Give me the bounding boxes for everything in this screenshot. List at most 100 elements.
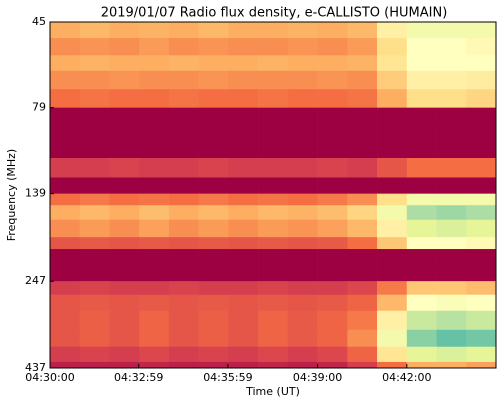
heatmap-cell [168, 219, 199, 238]
heatmap-cell [139, 361, 170, 369]
heatmap-cell [79, 158, 110, 178]
heatmap-cell [466, 177, 497, 194]
heatmap-cell [109, 70, 140, 90]
heatmap-cell [287, 346, 318, 363]
heatmap-cell [466, 281, 497, 296]
heatmap-cell [79, 237, 110, 250]
heatmap-cell [317, 310, 348, 331]
heatmap-cell [168, 193, 199, 206]
heatmap-cell [228, 237, 259, 250]
heatmap-cell [466, 107, 497, 128]
x-tick-label: 04:39:00 [293, 371, 342, 384]
heatmap-cell [258, 177, 289, 194]
heatmap-cell [50, 89, 81, 108]
heatmap-cell [317, 22, 348, 39]
heatmap-cell [258, 266, 289, 282]
plot-frame [49, 21, 497, 369]
heatmap-cell [198, 89, 229, 108]
heatmap-cell [198, 281, 229, 296]
heatmap-cell [436, 294, 467, 312]
heatmap-cell [50, 55, 81, 72]
heatmap-cell [79, 281, 110, 296]
heatmap-cell [258, 361, 289, 369]
heatmap-cell [287, 294, 318, 312]
heatmap-cell [139, 249, 170, 268]
heatmap-cell [436, 177, 467, 194]
heatmap-cell [139, 193, 170, 206]
heatmap-cell [258, 249, 289, 268]
heatmap-cell [377, 38, 408, 56]
x-tick-label: 04:32:59 [114, 371, 163, 384]
heatmap-cell [79, 346, 110, 363]
heatmap-cell [50, 22, 81, 39]
heatmap-cell [198, 266, 229, 282]
heatmap-cell [168, 55, 199, 72]
heatmap-cell [50, 281, 81, 296]
heatmap-cell [436, 55, 467, 72]
heatmap-cell [139, 70, 170, 90]
heatmap-cell [198, 177, 229, 194]
heatmap-cell [79, 107, 110, 128]
heatmap-cell [287, 249, 318, 268]
heatmap-cell [258, 219, 289, 238]
heatmap-cell [377, 193, 408, 206]
heatmap-cell [406, 107, 437, 128]
heatmap-cell [168, 294, 199, 312]
heatmap-cell [317, 281, 348, 296]
heatmap-cell [50, 70, 81, 90]
heatmap-cell [109, 107, 140, 128]
heatmap-cell [436, 249, 467, 268]
heatmap-cell [139, 310, 170, 331]
heatmap-cell [228, 22, 259, 39]
heatmap-cell [258, 294, 289, 312]
heatmap-cell [168, 346, 199, 363]
heatmap-cell [198, 219, 229, 238]
heatmap-cell [317, 249, 348, 268]
heatmap-cell [79, 38, 110, 56]
heatmap-cell [50, 177, 81, 194]
heatmap-cell [198, 329, 229, 348]
heatmap-cell [50, 310, 81, 331]
heatmap-cell [50, 329, 81, 348]
heatmap-cell [50, 219, 81, 238]
heatmap-cell [406, 219, 437, 238]
heatmap-cell [406, 266, 437, 282]
heatmap-cell [198, 310, 229, 331]
heatmap-cell [198, 22, 229, 39]
heatmap-cell [466, 70, 497, 90]
y-tick-label: 79 [32, 101, 46, 114]
heatmap-cell [347, 237, 378, 250]
heatmap-cell [406, 281, 437, 296]
heatmap-cell [436, 193, 467, 206]
heatmap-cell [228, 346, 259, 363]
heatmap-cell [79, 294, 110, 312]
heatmap-cell [258, 205, 289, 221]
heatmap-cell [258, 193, 289, 206]
heatmap-cell [317, 361, 348, 369]
heatmap-cell [317, 158, 348, 178]
heatmap-cell [50, 193, 81, 206]
heatmap-cell [347, 310, 378, 331]
heatmap-cell [139, 237, 170, 250]
heatmap-cell [377, 70, 408, 90]
heatmap-cell [109, 281, 140, 296]
heatmap-cell [79, 249, 110, 268]
heatmap-cell [317, 193, 348, 206]
heatmap-cell [317, 89, 348, 108]
heatmap-cell [79, 361, 110, 369]
heatmap-cell [317, 55, 348, 72]
heatmap-cell [228, 55, 259, 72]
y-tick-label: 45 [32, 15, 46, 28]
heatmap-cell [50, 249, 81, 268]
heatmap-cell [466, 205, 497, 221]
heatmap-cell [406, 22, 437, 39]
heatmap-cell [287, 310, 318, 331]
heatmap-cell [258, 70, 289, 90]
heatmap-cell [258, 89, 289, 108]
heatmap-cell [79, 177, 110, 194]
heatmap-cell [258, 281, 289, 296]
heatmap-cell [287, 219, 318, 238]
heatmap-cell [406, 89, 437, 108]
heatmap-cell [406, 158, 437, 178]
heatmap-cell [466, 294, 497, 312]
